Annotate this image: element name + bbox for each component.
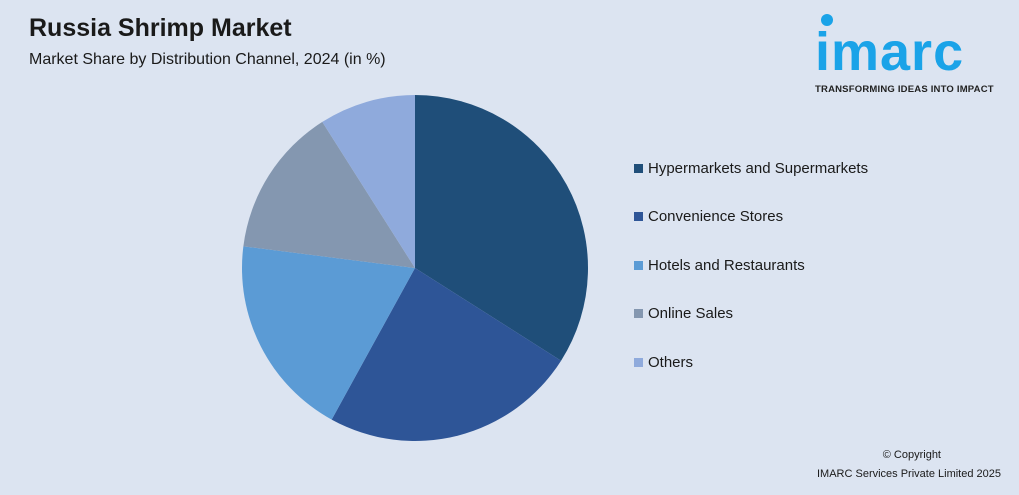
logo-tagline: TRANSFORMING IDEAS INTO IMPACT xyxy=(815,84,994,95)
pie-slice-online-sales xyxy=(243,121,415,268)
pie-slice-others xyxy=(322,95,415,268)
legend-item: Hotels and Restaurants xyxy=(634,255,868,275)
legend-label: Others xyxy=(648,353,694,371)
legend-swatch xyxy=(634,163,643,173)
legend-swatch xyxy=(634,260,643,270)
legend-swatch xyxy=(634,357,643,367)
page-title: Russia Shrimp Market xyxy=(29,14,292,42)
legend-swatch xyxy=(634,309,643,318)
copyright-company: IMARC Services Private Limited 2025 xyxy=(816,468,1001,480)
pie-slice-hypermarkets-and-supermarkets xyxy=(415,95,588,361)
legend-swatch xyxy=(634,212,643,221)
legend-item: Convenience Stores xyxy=(634,207,868,227)
legend-label: Convenience Stores xyxy=(648,208,784,225)
pie-slice-convenience-stores xyxy=(331,268,562,442)
copyright: © Copyright IMARC Services Private Limit… xyxy=(817,446,1001,484)
legend-item: Online Sales xyxy=(634,304,868,324)
legend-item: Hypermarkets and Supermarkets xyxy=(634,158,868,178)
imarc-logo: imarc TRANSFORMING IDEAS INTO IMPACT xyxy=(815,10,1007,95)
pie-slice-hotels-and-restaurants xyxy=(241,246,415,420)
logo-dot xyxy=(821,14,833,26)
chart-subtitle: Market Share by Distribution Channel, 20… xyxy=(29,51,386,68)
legend-label: Hypermarkets and Supermarkets xyxy=(648,159,869,177)
legend-label: Online Sales xyxy=(648,305,734,322)
logo-text: imarc xyxy=(815,22,965,82)
legend-label: Hotels and Restaurants xyxy=(648,256,805,274)
legend: Hypermarkets and Supermarkets Convenienc… xyxy=(634,158,868,401)
copyright-label: © Copyright xyxy=(882,449,941,461)
legend-item: Others xyxy=(634,352,868,372)
